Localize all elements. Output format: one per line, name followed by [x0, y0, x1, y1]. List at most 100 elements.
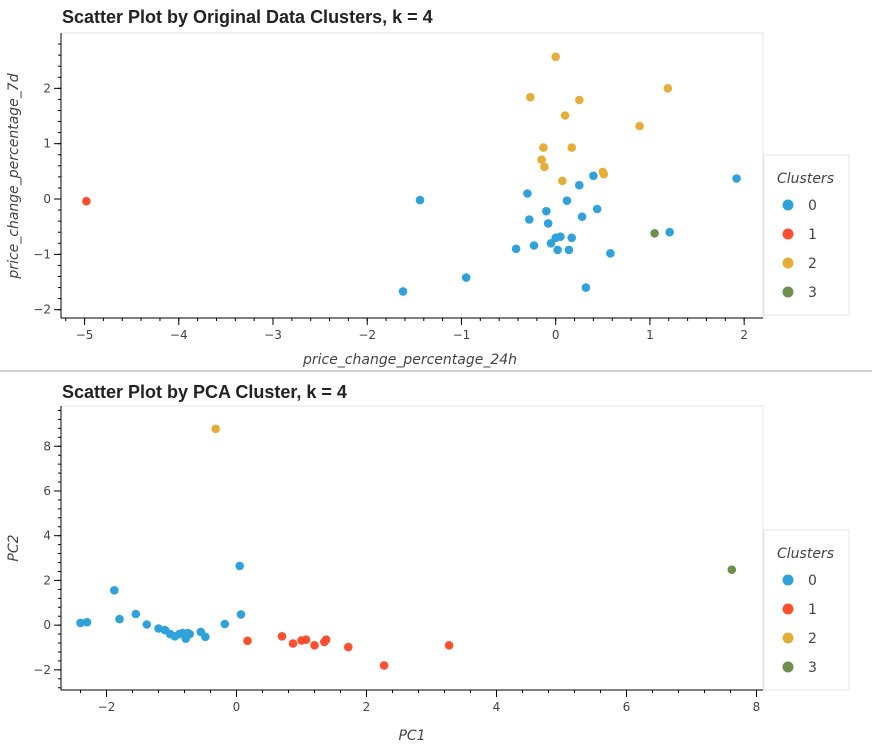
point-cluster-2 [526, 92, 535, 102]
y-tick-label: 4 [43, 529, 51, 543]
point-cluster-2 [599, 169, 609, 179]
point-cluster-1 [277, 632, 287, 641]
chart-title: Scatter Plot by Original Data Clusters, … [62, 7, 433, 27]
y-tick-label: 2 [43, 81, 51, 95]
y-tick-label: 0 [43, 618, 51, 632]
point-cluster-0 [567, 233, 576, 243]
point-cluster-0 [511, 244, 521, 254]
legend-label-3: 3 [808, 660, 817, 676]
point-cluster-0 [154, 624, 163, 633]
scatter-plot-pca: Scatter Plot by PCA Cluster, k = 4 PC1 P… [6, 382, 850, 744]
point-cluster-0 [562, 196, 572, 205]
x-tick-label: −4 [170, 328, 188, 342]
y-tick-label: −2 [33, 663, 51, 677]
point-cluster-2 [575, 95, 584, 105]
scatter-points [76, 424, 737, 670]
y-axis: −2 0 2 4 6 8 [33, 406, 62, 690]
point-cluster-2 [539, 143, 548, 152]
plot-frame [60, 405, 764, 691]
point-cluster-0 [115, 614, 124, 624]
point-cluster-0 [577, 212, 587, 221]
legend-label-0: 0 [808, 573, 817, 589]
point-cluster-0 [220, 619, 230, 629]
x-tick-label: 6 [623, 700, 631, 714]
legend-swatch-0 [782, 574, 794, 586]
y-axis-label: PC2 [6, 534, 22, 561]
point-cluster-3 [727, 565, 737, 574]
legend-title: Clusters [777, 546, 834, 562]
y-tick-label: 8 [43, 439, 51, 453]
scatter-points [82, 52, 741, 296]
legend-swatch-2 [782, 257, 794, 269]
legend-box [763, 529, 850, 691]
point-cluster-0 [581, 283, 591, 292]
point-cluster-0 [564, 245, 574, 255]
point-cluster-0 [606, 249, 615, 258]
point-cluster-0 [525, 215, 534, 224]
point-cluster-0 [110, 586, 119, 595]
chart-title: Scatter Plot by PCA Cluster, k = 4 [62, 382, 347, 402]
legend-label-2: 2 [808, 631, 817, 647]
legend-label-1: 1 [808, 227, 817, 243]
legend-swatch-3 [782, 661, 794, 673]
y-tick-label: 2 [43, 573, 51, 587]
point-cluster-1 [243, 636, 252, 646]
point-cluster-0 [543, 219, 553, 228]
point-cluster-2 [211, 424, 220, 434]
point-cluster-0 [236, 610, 246, 619]
y-tick-label: −1 [33, 247, 51, 261]
point-cluster-0 [82, 617, 92, 627]
point-cluster-0 [415, 195, 425, 205]
point-cluster-1 [82, 196, 91, 206]
point-cluster-0 [553, 245, 562, 255]
point-cluster-2 [663, 84, 673, 93]
x-tick-label: −2 [98, 700, 116, 714]
legend-swatch-1 [782, 228, 794, 240]
point-cluster-1 [288, 639, 298, 648]
legend-label-3: 3 [808, 285, 817, 301]
point-cluster-0 [542, 206, 551, 216]
point-cluster-1 [444, 641, 454, 650]
legend-box [763, 154, 850, 316]
point-cluster-2 [551, 52, 560, 62]
point-cluster-0 [575, 180, 584, 190]
point-cluster-0 [592, 204, 602, 214]
y-axis-label: price_change_percentage_7d [6, 73, 22, 279]
point-cluster-1 [301, 635, 311, 644]
y-tick-label: 0 [43, 192, 51, 206]
point-cluster-2 [635, 121, 644, 131]
x-axis: −2 0 2 4 6 8 [61, 689, 763, 714]
point-cluster-2 [567, 143, 576, 152]
point-cluster-0 [201, 632, 210, 642]
point-cluster-0 [461, 273, 471, 282]
legend: Clusters 0 1 2 3 [763, 529, 850, 691]
legend-label-1: 1 [808, 602, 817, 618]
y-axis: −2 −1 0 1 2 [33, 33, 62, 318]
point-cluster-2 [560, 111, 570, 120]
point-cluster-3 [650, 229, 659, 238]
y-tick-label: 6 [43, 484, 51, 498]
plot-frame [60, 32, 764, 319]
point-cluster-0 [556, 232, 565, 241]
point-cluster-2 [540, 162, 549, 172]
x-tick-label: 4 [493, 700, 501, 714]
x-tick-label: −2 [358, 328, 376, 342]
point-cluster-1 [344, 642, 353, 652]
point-cluster-2 [558, 176, 567, 186]
point-cluster-0 [398, 287, 408, 296]
point-cluster-0 [142, 620, 152, 629]
x-tick-label: 2 [363, 700, 371, 714]
point-cluster-0 [131, 609, 141, 619]
legend-swatch-0 [782, 199, 794, 211]
y-tick-label: −2 [33, 303, 51, 317]
point-cluster-1 [310, 641, 319, 650]
point-cluster-1 [321, 635, 331, 644]
x-tick-label: 8 [753, 700, 761, 714]
legend-swatch-2 [782, 632, 794, 644]
point-cluster-2 [537, 155, 546, 164]
legend-swatch-3 [782, 286, 794, 298]
point-cluster-0 [185, 629, 194, 639]
legend-label-0: 0 [808, 198, 817, 214]
x-axis-label: PC1 [398, 728, 425, 744]
